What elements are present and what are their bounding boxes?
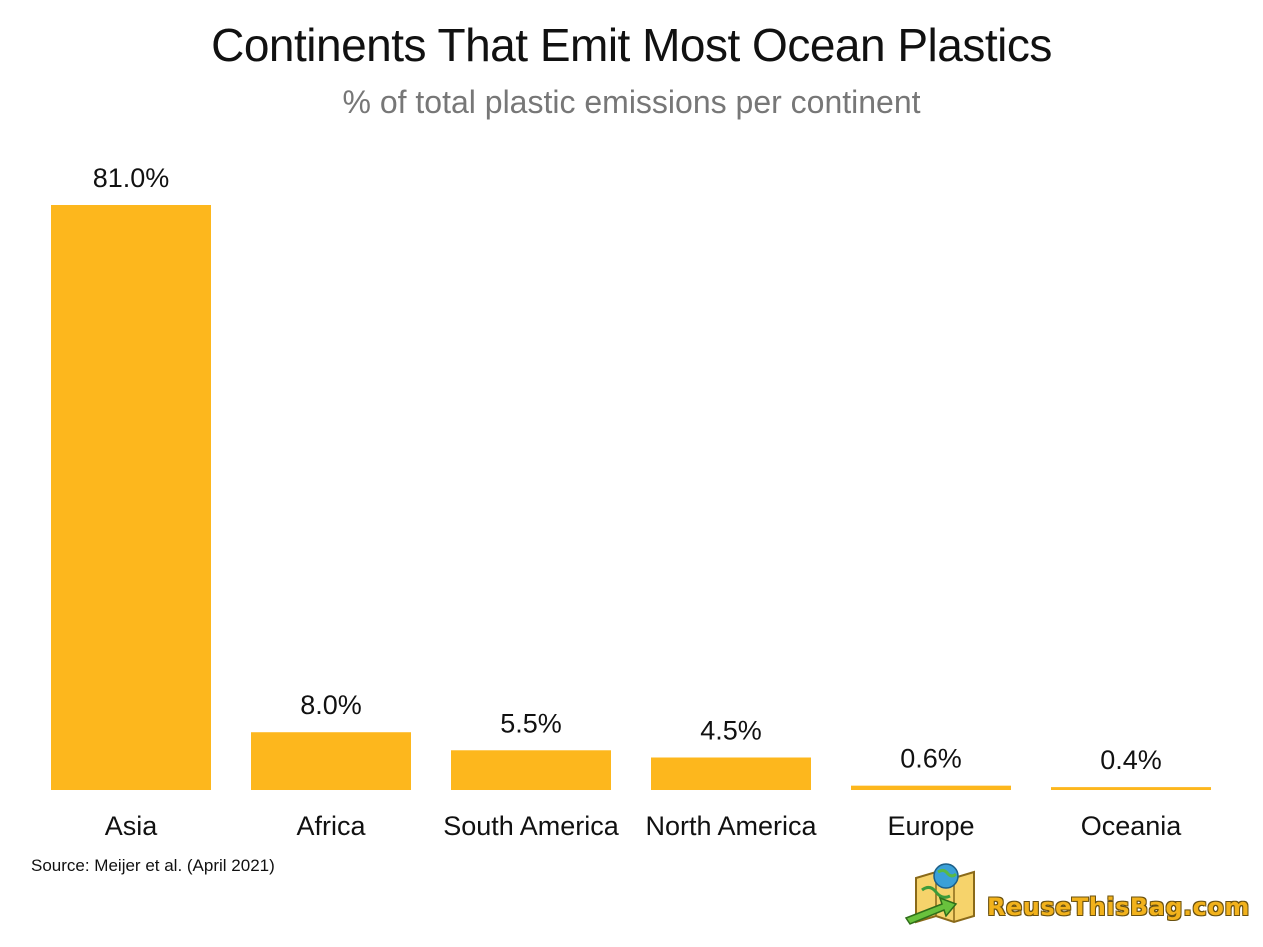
map-bag-logo-icon (904, 863, 975, 925)
bar-oceania (1051, 787, 1211, 790)
data-label-europe: 0.6% (900, 744, 962, 774)
bar-north-america (651, 757, 811, 790)
category-labels-layer: Asia Africa South America North America Euro… (105, 811, 1183, 841)
chart-title: Continents That Emit Most Ocean Plastics (211, 19, 1052, 71)
bar-chart: 81.0% 8.0% 5.5% 4.5% 0.6% 0.4% Asia Africa Sout… (51, 163, 1211, 841)
data-label-oceania: 0.4% (1100, 745, 1162, 775)
category-label-asia: Asia (105, 811, 159, 841)
data-label-north-america: 4.5% (700, 716, 762, 746)
chart-subtitle: % of total plastic emissions per contine… (342, 84, 921, 120)
bar-europe (851, 785, 1011, 790)
data-label-south-america: 5.5% (500, 708, 562, 738)
bar-asia (51, 205, 211, 790)
category-label-south-america: South America (443, 811, 620, 841)
data-labels-layer: 81.0% 8.0% 5.5% 4.5% 0.6% 0.4% (93, 163, 1162, 775)
category-label-oceania: Oceania (1081, 811, 1183, 841)
bars-layer (51, 205, 1211, 790)
data-label-asia: 81.0% (93, 163, 170, 193)
brand-name: ReuseThisBag.com (987, 893, 1250, 921)
brand-logo[interactable]: ReuseThisBag.com (902, 860, 1249, 930)
category-label-north-america: North America (645, 811, 817, 841)
category-label-africa: Africa (296, 811, 366, 841)
source-note: Source: Meijer et al. (April 2021) (31, 856, 275, 875)
data-label-africa: 8.0% (300, 690, 362, 720)
bar-africa (251, 732, 411, 790)
category-label-europe: Europe (887, 811, 974, 841)
bar-south-america (451, 750, 611, 790)
